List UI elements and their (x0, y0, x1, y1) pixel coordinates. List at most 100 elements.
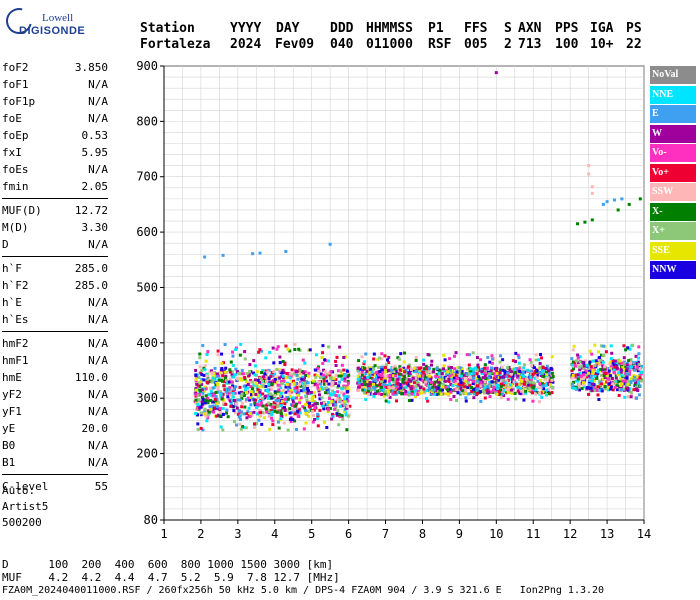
trace-pixel (205, 353, 209, 357)
trace-pixel (633, 368, 637, 372)
trace-pixel (483, 383, 487, 387)
trace-pixel (455, 377, 459, 381)
trace-pixel (637, 356, 641, 360)
trace-pixel (380, 373, 384, 377)
trace-pixel (454, 373, 458, 377)
trace-pixel (406, 365, 410, 369)
trace-pixel (629, 390, 633, 394)
trace-pixel (261, 378, 265, 382)
point-ssw (590, 191, 594, 195)
param-name: foEs (2, 163, 29, 176)
trace-pixel (492, 386, 496, 390)
trace-pixel (522, 366, 526, 370)
trace-pixel (396, 377, 400, 381)
trace-pixel (601, 367, 605, 371)
trace-pixel (326, 390, 330, 394)
trace-pixel (461, 389, 465, 393)
trace-pixel (525, 382, 529, 386)
trace-pixel (599, 358, 603, 362)
trace-pixel (305, 412, 309, 416)
trace-pixel (223, 343, 227, 347)
trace-pixel (340, 404, 344, 408)
trace-pixel (200, 395, 204, 399)
trace-pixel (520, 368, 524, 372)
trace-pixel (243, 391, 247, 395)
trace-pixel (332, 390, 336, 394)
x-tick-label: 8 (419, 527, 426, 541)
trace-pixel (453, 379, 457, 383)
trace-pixel (332, 403, 336, 407)
trace-pixel (632, 388, 636, 392)
trace-pixel (252, 410, 256, 414)
trace-pixel (240, 369, 244, 373)
trace-pixel (323, 358, 327, 362)
trace-pixel (382, 388, 386, 392)
trace-pixel (501, 382, 505, 386)
trace-pixel (256, 387, 260, 391)
trace-pixel (196, 427, 200, 431)
trace-pixel (206, 350, 210, 354)
trace-pixel (607, 371, 611, 375)
param-row: hmF2 N/A (2, 336, 108, 353)
trace-pixel (360, 370, 364, 374)
trace-pixel (303, 402, 307, 406)
header-value-ddd: 040 (330, 37, 354, 52)
trace-pixel (285, 408, 289, 412)
trace-pixel (474, 382, 478, 386)
y-tick-label: 800 (136, 114, 158, 128)
param-name: yF1 (2, 405, 22, 418)
trace-pixel (418, 392, 422, 396)
param-value: 20.0 (81, 422, 109, 435)
trace-pixel (284, 344, 288, 348)
trace-pixel (626, 372, 630, 376)
trace-pixel (232, 399, 236, 403)
trace-pixel (470, 386, 474, 390)
trace-pixel (311, 379, 315, 383)
trace-pixel (631, 343, 635, 347)
trace-pixel (530, 384, 534, 388)
trace-pixel (539, 352, 543, 356)
trace-pixel (484, 377, 488, 381)
trace-pixel (604, 371, 608, 375)
trace-pixel (389, 368, 393, 372)
trace-pixel (571, 367, 575, 371)
trace-pixel (447, 378, 451, 382)
trace-pixel (499, 388, 503, 392)
trace-pixel (326, 408, 330, 412)
trace-pixel (534, 392, 538, 396)
trace-pixel (551, 380, 555, 384)
trace-pixel (387, 379, 391, 383)
trace-pixel (600, 389, 604, 393)
trace-pixel (425, 378, 429, 382)
trace-pixel (464, 389, 468, 393)
trace-pixel (512, 380, 516, 384)
trace-pixel (617, 371, 621, 375)
trace-pixel (479, 399, 483, 403)
trace-pixel (220, 397, 224, 401)
trace-pixel (485, 388, 489, 392)
trace-pixel (464, 396, 468, 400)
trace-pixel (380, 385, 384, 389)
trace-pixel (206, 413, 210, 417)
trace-pixel (401, 380, 405, 384)
trace-pixel (249, 403, 253, 407)
trace-pixel (194, 388, 198, 392)
trace-pixel (201, 428, 205, 432)
trace-pixel (334, 374, 338, 378)
trace-pixel (307, 404, 311, 408)
trace-pixel (204, 414, 208, 418)
trace-pixel (582, 364, 586, 368)
trace-pixel (545, 393, 549, 397)
trace-pixel (232, 409, 236, 413)
trace-pixel (406, 391, 410, 395)
trace-pixel (437, 392, 441, 396)
trace-pixel (589, 374, 593, 378)
trace-pixel (270, 416, 274, 420)
trace-pixel (235, 406, 239, 410)
trace-pixel (612, 363, 616, 367)
trace-pixel (452, 354, 456, 358)
trace-pixel (606, 379, 610, 383)
trace-pixel (283, 363, 287, 367)
trace-pixel (372, 357, 376, 361)
trace-pixel (499, 392, 503, 396)
